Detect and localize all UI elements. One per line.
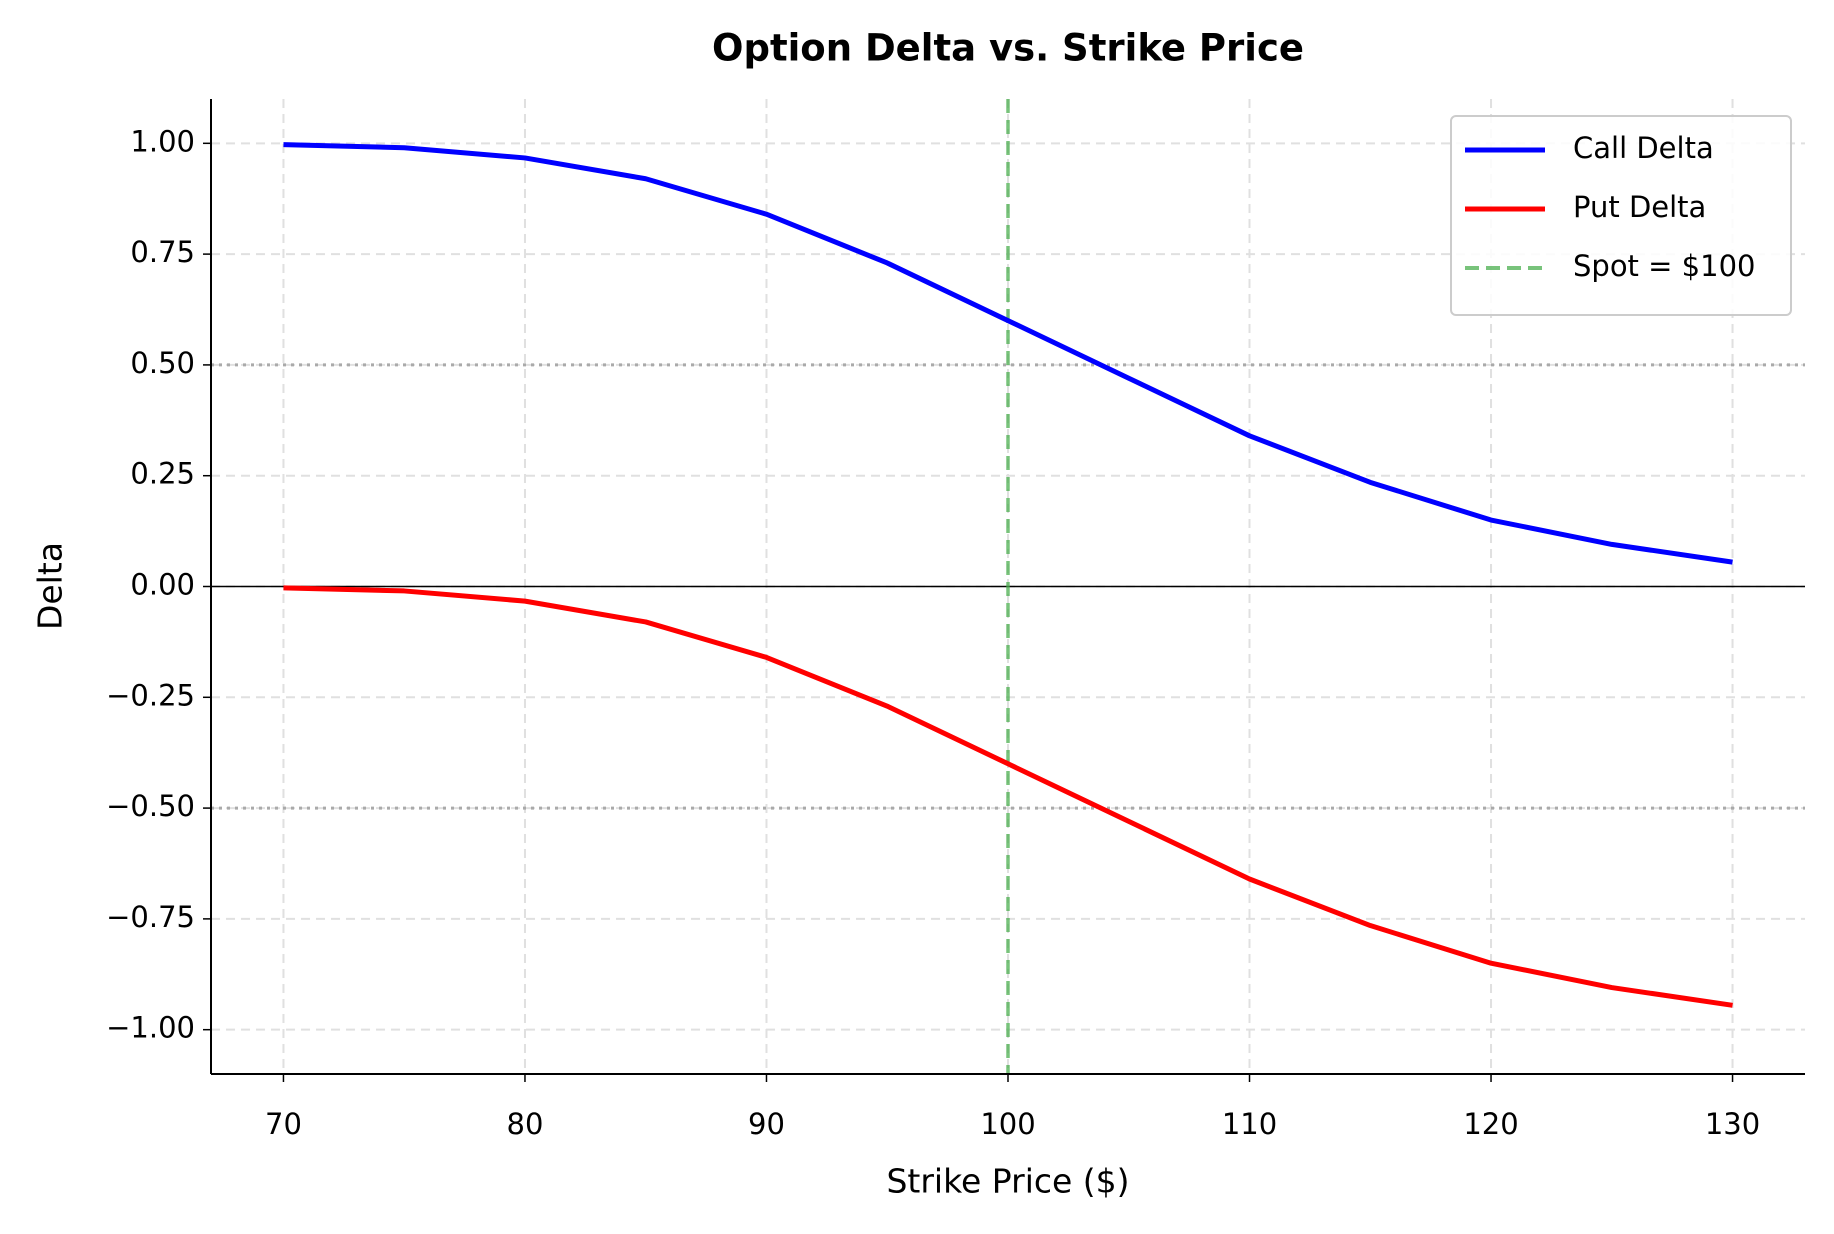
y-tick-label: 0.50 [130,346,195,380]
x-tick-label: 80 [507,1107,544,1141]
y-axis-label: Delta [31,542,70,630]
x-tick-label: 120 [1463,1107,1518,1141]
legend-label: Spot = $100 [1573,249,1755,283]
legend: Call Delta Put Delta Spot = $100 [1450,115,1792,316]
x-tick-label: 130 [1705,1107,1760,1141]
x-tick-label: 110 [1222,1107,1277,1141]
y-tick-label: −1.00 [106,1011,195,1045]
y-tick-label: −0.75 [106,900,195,934]
x-tick-label: 90 [748,1107,785,1141]
x-axis-label: Strike Price ($) [886,1162,1129,1201]
legend-label: Call Delta [1573,131,1714,165]
y-tick-label: −0.25 [106,678,195,712]
chart-title: Option Delta vs. Strike Price [712,27,1304,70]
y-tick-label: 0.00 [130,568,195,602]
y-tick-label: 0.25 [130,457,195,491]
y-tick-label: −0.50 [106,789,195,823]
y-tick-label: 1.00 [130,124,195,158]
series-line [283,585,1733,1008]
legend-label: Put Delta [1573,190,1706,224]
x-tick-label: 100 [980,1107,1035,1141]
legend-box [1450,115,1792,316]
x-tick-label: 70 [265,1107,302,1141]
series-line [283,142,1733,565]
y-tick-label: 0.75 [130,235,195,269]
